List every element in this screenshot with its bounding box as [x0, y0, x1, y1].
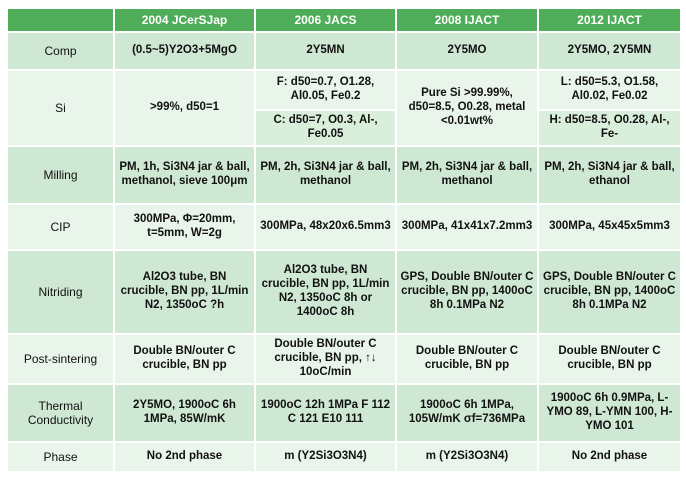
row-label-cip: CIP: [6, 203, 115, 251]
cell-postsint-2012: Double BN/outer C crucible, BN pp: [537, 333, 682, 385]
cell-postsint-2008: Double BN/outer C crucible, BN pp: [395, 333, 539, 385]
cell-si-2012-low: L: d50=5.3, O1.58, Al0.02, Fe0.02: [537, 69, 682, 111]
row-phase: Phase No 2nd phase m (Y2Si3O3N4) m (Y2Si…: [6, 441, 682, 473]
cell-si-2006-fine: F: d50=0.7, O1.28, Al0.05, Fe0.2: [254, 69, 397, 111]
cell-cip-2012: 300MPa, 45x45x5mm3: [537, 203, 682, 251]
row-label-comp: Comp: [6, 31, 115, 71]
comparison-table: 2004 JCerSJap 2006 JACS 2008 IJACT 2012 …: [6, 7, 682, 473]
row-label-thermal-conductivity: Thermal Conductivity: [6, 383, 115, 443]
data-table: 2004 JCerSJap 2006 JACS 2008 IJACT 2012 …: [6, 7, 682, 473]
cell-thermal-2012: 1900oC 6h 0.9MPa, L-YMO 89, L-YMN 100, H…: [537, 383, 682, 443]
cell-phase-2004: No 2nd phase: [113, 441, 256, 473]
row-si-b: C: d50=7, O0.3, Al-, Fe0.05 H: d50=8.5, …: [7, 109, 682, 147]
cell-nitriding-2004: Al2O3 tube, BN crucible, BN pp, 1L/min N…: [113, 249, 256, 335]
row-thermal-conductivity: Thermal Conductivity 2Y5MO, 1900oC 6h 1M…: [6, 383, 682, 443]
row-cip: CIP 300MPa, Φ=20mm, t=5mm, W=2g 300MPa, …: [6, 203, 682, 251]
cell-thermal-2006: 1900oC 12h 1MPa F 112 C 121 E10 111: [254, 383, 397, 443]
row-label-si: Si: [6, 69, 115, 147]
row-label-nitriding: Nitriding: [6, 249, 115, 335]
cell-si-2012-high: H: d50=8.5, O0.28, Al-, Fe-: [537, 109, 682, 147]
row-post-sintering: Post-sintering Double BN/outer C crucibl…: [6, 333, 682, 385]
header-row: 2004 JCerSJap 2006 JACS 2008 IJACT 2012 …: [6, 7, 682, 33]
header-2006-jacs: 2006 JACS: [254, 7, 397, 33]
header-2008-ijact: 2008 IJACT: [395, 7, 539, 33]
cell-phase-2008: m (Y2Si3O3N4): [395, 441, 539, 473]
cell-phase-2006: m (Y2Si3O3N4): [254, 441, 397, 473]
row-milling: Milling PM, 1h, Si3N4 jar & ball, methan…: [6, 145, 682, 205]
header-corner: [6, 7, 115, 33]
row-si-a: Si >99%, d50=1 F: d50=0.7, O1.28, Al0.05…: [6, 69, 682, 147]
cell-nitriding-2006: Al2O3 tube, BN crucible, BN pp, 1L/min N…: [254, 249, 397, 335]
row-comp: Comp (0.5~5)Y2O3+5MgO 2Y5MN 2Y5MO 2Y5MO,…: [6, 31, 682, 71]
cell-nitriding-2008: GPS, Double BN/outer C crucible, BN pp, …: [395, 249, 539, 335]
cell-cip-2004: 300MPa, Φ=20mm, t=5mm, W=2g: [113, 203, 256, 251]
row-label-milling: Milling: [6, 145, 115, 205]
cell-thermal-2008: 1900oC 6h 1MPa, 105W/mK σf=736MPa: [395, 383, 539, 443]
cell-comp-2012: 2Y5MO, 2Y5MN: [537, 31, 682, 71]
cell-cip-2006: 300MPa, 48x20x6.5mm3: [254, 203, 397, 251]
cell-thermal-2004: 2Y5MO, 1900oC 6h 1MPa, 85W/mK: [113, 383, 256, 443]
cell-postsint-2004: Double BN/outer C crucible, BN pp: [113, 333, 256, 385]
cell-milling-2008: PM, 2h, Si3N4 jar & ball, methanol: [395, 145, 539, 205]
cell-si-2004: >99%, d50=1: [113, 69, 256, 147]
cell-cip-2008: 300MPa, 41x41x7.2mm3: [395, 203, 539, 251]
cell-comp-2006: 2Y5MN: [254, 31, 397, 71]
cell-comp-2008: 2Y5MO: [395, 31, 539, 71]
cell-milling-2012: PM, 2h, Si3N4 jar & ball, ethanol: [537, 145, 682, 205]
cell-phase-2012: No 2nd phase: [537, 441, 682, 473]
cell-milling-2006: PM, 2h, Si3N4 jar & ball, methanol: [254, 145, 397, 205]
cell-milling-2004: PM, 1h, Si3N4 jar & ball, methanol, siev…: [113, 145, 256, 205]
cell-si-2006-coarse: C: d50=7, O0.3, Al-, Fe0.05: [254, 109, 397, 147]
header-2012-ijact: 2012 IJACT: [537, 7, 682, 33]
row-label-post-sintering: Post-sintering: [6, 333, 115, 385]
cell-postsint-2006: Double BN/outer C crucible, BN pp, ↑↓ 10…: [254, 333, 397, 385]
cell-si-2008: Pure Si >99.99%, d50=8.5, O0.28, metal <…: [395, 69, 539, 147]
row-label-phase: Phase: [6, 441, 115, 473]
header-2004-jcersjap: 2004 JCerSJap: [113, 7, 256, 33]
cell-nitriding-2012: GPS, Double BN/outer C crucible, BN pp, …: [537, 249, 682, 335]
row-nitriding: Nitriding Al2O3 tube, BN crucible, BN pp…: [6, 249, 682, 335]
cell-comp-2004: (0.5~5)Y2O3+5MgO: [113, 31, 256, 71]
